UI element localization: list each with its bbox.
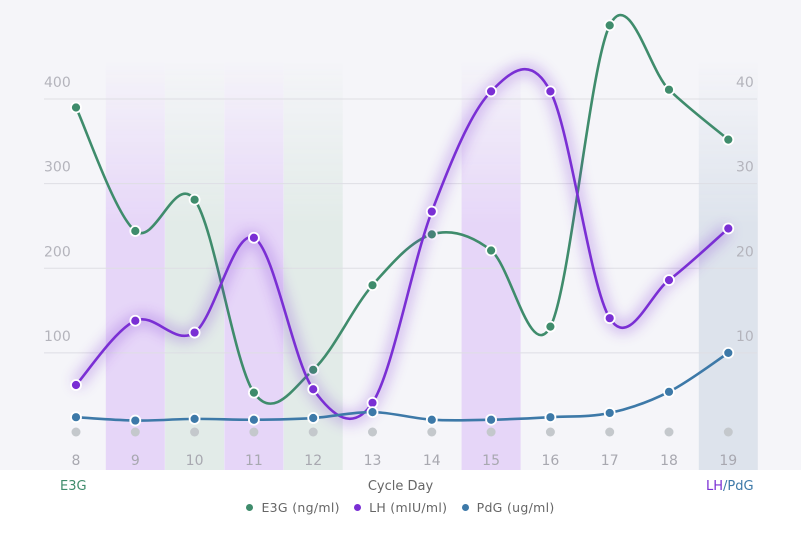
data-point-pdg xyxy=(663,385,675,398)
right-axis-label-lh: LH xyxy=(706,479,724,494)
data-point-pdg xyxy=(366,406,379,419)
x-tick: 14 xyxy=(423,453,441,469)
left-y-tick: 400 xyxy=(44,75,71,91)
right-axis-label-sep: / xyxy=(723,479,728,494)
left-y-tick: 200 xyxy=(44,244,71,260)
baseline-marker xyxy=(368,427,377,437)
right-y-tick: 10 xyxy=(736,329,754,345)
plot-area: 100 200 300 400 10 20 30 40 8 9 10 11 12 13 14 15 16 17 18… xyxy=(44,13,758,470)
highlight-band-day-12 xyxy=(283,60,343,470)
data-point-lh xyxy=(603,312,616,325)
right-y-tick: 30 xyxy=(736,160,754,176)
data-point-lh xyxy=(544,85,557,98)
data-point-pdg xyxy=(247,413,260,426)
baseline-marker xyxy=(545,427,555,437)
x-tick: 16 xyxy=(541,453,559,469)
x-tick: 18 xyxy=(660,453,678,469)
data-point-lh xyxy=(247,231,260,244)
x-tick: 8 xyxy=(72,453,81,469)
data-point-e3g xyxy=(544,320,557,333)
x-tick: 10 xyxy=(186,453,204,469)
highlight-band-day-9 xyxy=(105,60,165,470)
legend-label-pdg: PdG (ug/ml) xyxy=(476,500,555,515)
data-point-e3g xyxy=(603,19,616,32)
baseline-marker xyxy=(427,427,437,437)
legend-item-pdg[interactable]: PdG (ug/ml) xyxy=(461,500,555,515)
data-point-lh xyxy=(188,326,201,339)
x-tick: 17 xyxy=(601,453,619,469)
x-tick: 9 xyxy=(131,453,140,469)
highlight-band-day-19 xyxy=(698,60,758,470)
legend-item-lh[interactable]: LH (mIU/ml) xyxy=(354,500,447,515)
data-point-lh xyxy=(129,314,142,327)
data-point-lh xyxy=(307,383,320,396)
chart-svg: 100 200 300 400 10 20 30 40 8 9 10 11 12 13 14 15 16 17 18… xyxy=(44,13,758,470)
left-y-tick: 100 xyxy=(44,329,71,345)
data-point-e3g xyxy=(722,133,735,146)
data-point-pdg xyxy=(70,411,82,424)
baseline-marker xyxy=(664,427,674,437)
data-point-pdg xyxy=(425,413,438,426)
legend-dot-lh xyxy=(354,504,362,511)
data-point-e3g xyxy=(70,101,82,114)
data-point-e3g xyxy=(663,83,675,96)
data-point-e3g xyxy=(188,193,201,206)
x-tick: 19 xyxy=(719,453,737,469)
legend: E3G (ng/ml) LH (mIU/ml) PdG (ug/ml) xyxy=(0,500,801,515)
highlight-band-day-10 xyxy=(165,60,225,470)
data-point-e3g xyxy=(366,279,379,292)
x-tick: 15 xyxy=(482,453,500,469)
data-point-lh xyxy=(70,379,82,391)
baseline-marker xyxy=(71,427,81,437)
data-point-pdg xyxy=(307,412,320,424)
data-point-lh xyxy=(485,85,498,98)
legend-dot-e3g xyxy=(246,504,254,511)
data-point-pdg xyxy=(722,346,735,359)
right-y-tick: 20 xyxy=(736,244,754,260)
left-y-tick: 300 xyxy=(44,160,71,176)
data-point-pdg xyxy=(485,413,498,426)
data-point-pdg xyxy=(544,411,557,424)
baseline-marker xyxy=(308,427,318,437)
right-axis-label-pdg: PdG xyxy=(727,479,754,494)
data-point-pdg xyxy=(603,407,616,419)
right-axis-label: LH/PdG xyxy=(706,479,754,494)
legend-label-e3g: E3G (ng/ml) xyxy=(261,500,340,515)
data-point-lh xyxy=(663,274,675,286)
data-point-pdg xyxy=(188,412,201,425)
baseline-marker xyxy=(605,427,615,437)
legend-item-e3g[interactable]: E3G (ng/ml) xyxy=(246,500,339,515)
x-tick: 12 xyxy=(304,453,322,469)
legend-label-lh: LH (mIU/ml) xyxy=(369,500,448,515)
left-axis-label: E3G xyxy=(60,479,87,494)
right-y-tick: 40 xyxy=(736,75,754,91)
data-point-e3g xyxy=(129,225,142,237)
baseline-marker xyxy=(130,427,140,437)
baseline-marker xyxy=(486,427,496,437)
legend-dot-pdg xyxy=(461,504,469,511)
data-point-lh xyxy=(425,205,438,218)
data-point-lh xyxy=(722,222,735,235)
baseline-marker xyxy=(723,427,733,437)
x-tick: 11 xyxy=(245,453,263,469)
baseline-marker xyxy=(249,427,259,437)
data-point-pdg xyxy=(129,414,142,427)
x-axis-label: Cycle Day xyxy=(367,479,434,494)
data-point-e3g xyxy=(247,386,260,399)
data-point-e3g xyxy=(485,244,498,257)
baseline-marker xyxy=(190,427,200,437)
x-tick: 13 xyxy=(364,453,382,469)
